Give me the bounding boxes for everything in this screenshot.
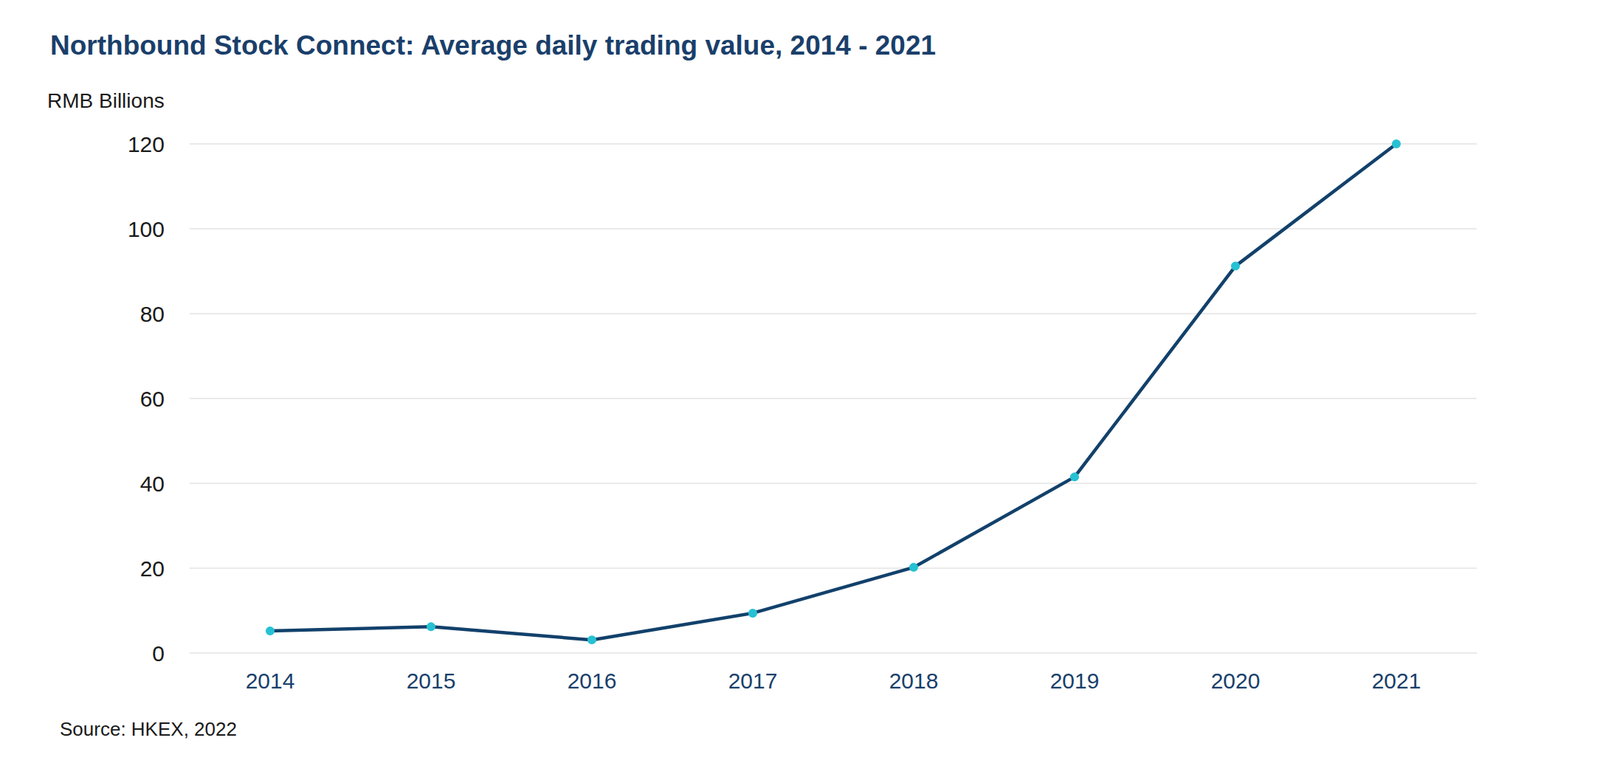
svg-text:2015: 2015 xyxy=(406,668,457,693)
svg-text:2019: 2019 xyxy=(1050,668,1100,693)
svg-text:2018: 2018 xyxy=(889,668,939,693)
svg-text:60: 60 xyxy=(140,386,165,412)
svg-text:80: 80 xyxy=(140,301,165,327)
svg-text:2014: 2014 xyxy=(245,668,296,693)
svg-text:20: 20 xyxy=(140,556,165,581)
svg-text:120: 120 xyxy=(127,132,165,157)
svg-text:2021: 2021 xyxy=(1371,668,1422,693)
svg-text:100: 100 xyxy=(127,216,165,242)
svg-text:0: 0 xyxy=(152,641,165,666)
svg-text:2016: 2016 xyxy=(567,668,617,693)
svg-text:2020: 2020 xyxy=(1211,668,1261,693)
svg-text:Source: HKEX, 2022: Source: HKEX, 2022 xyxy=(59,718,237,741)
svg-text:40: 40 xyxy=(140,471,165,496)
svg-text:RMB Billions: RMB Billions xyxy=(47,89,165,113)
svg-text:Northbound Stock Connect: Aver: Northbound Stock Connect: Average daily … xyxy=(50,30,936,61)
svg-text:2017: 2017 xyxy=(728,668,778,693)
